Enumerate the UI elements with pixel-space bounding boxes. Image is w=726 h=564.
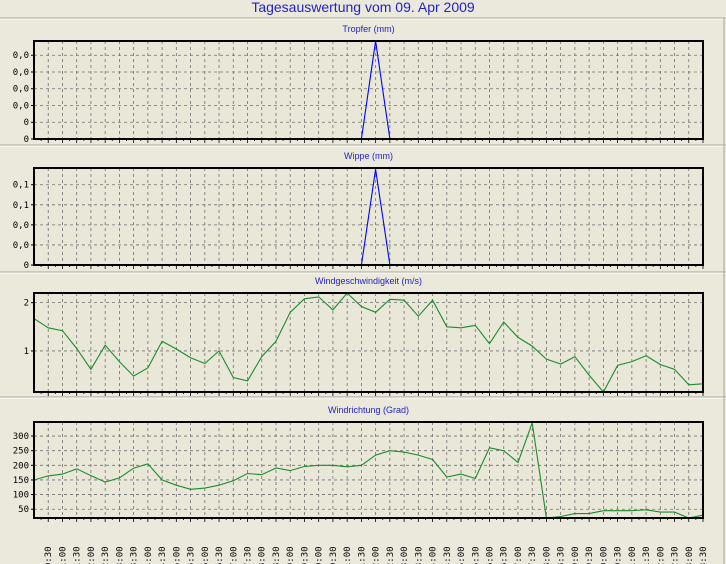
y-tick-label: 300 xyxy=(13,432,29,442)
x-tick-label: 09:30 xyxy=(300,546,310,564)
y-tick-label: 0 xyxy=(24,118,29,128)
x-tick-label: 06:00 xyxy=(201,546,211,564)
x-tick-label: 07:30 xyxy=(244,546,254,564)
x-tick-label: 14:30 xyxy=(443,546,453,564)
x-tick-label: 11:30 xyxy=(357,546,367,564)
y-tick-label: 0,1 xyxy=(13,201,29,211)
x-tick-label: 08:00 xyxy=(258,546,268,564)
x-tick-label: 15:30 xyxy=(471,546,481,564)
y-tick-label: 2 xyxy=(24,299,29,309)
chart-title: Windgeschwindigkeit (m/s) xyxy=(315,276,422,286)
chart-2: Wippe (mm) 0 0,0 0,0 0,1 0,1 xyxy=(13,151,704,271)
x-tick-label: 17:30 xyxy=(528,546,538,564)
chart-3: Windgeschwindigkeit (m/s) 1 2 xyxy=(24,276,704,396)
x-tick-label: 14:00 xyxy=(429,546,439,564)
y-tick-label: 0,0 xyxy=(13,51,29,61)
y-tick-label: 0,0 xyxy=(13,241,29,251)
plot-area xyxy=(34,293,703,392)
x-tick-label: 07:00 xyxy=(229,546,239,564)
plot-frame xyxy=(33,421,704,519)
x-tick-label: 12:30 xyxy=(386,546,396,564)
y-tick-label: 100 xyxy=(13,491,29,501)
x-tick-label: 13:00 xyxy=(400,546,410,564)
y-tick-label: 0,0 xyxy=(13,68,29,78)
y-tick-label: 1 xyxy=(24,347,29,357)
x-tick-label: 00:30 xyxy=(44,546,54,564)
x-tick-label: 19:30 xyxy=(585,546,595,564)
x-tick-label: 19:00 xyxy=(571,546,581,564)
y-tick-label: 150 xyxy=(13,476,29,486)
x-tick-label: 17:00 xyxy=(514,546,524,564)
x-tick-label: 11:00 xyxy=(343,546,353,564)
x-tick-label: 09:00 xyxy=(286,546,296,564)
data-line xyxy=(33,422,704,519)
y-tick-label: 0,0 xyxy=(13,221,29,231)
data-line xyxy=(33,292,704,393)
x-tick-label: 23:00 xyxy=(685,546,695,564)
y-tick-label: 200 xyxy=(13,461,29,471)
x-tick-label: 10:30 xyxy=(329,546,339,564)
chart-1: Tropfer (mm) 0 0 0,0 0,0 0,0 0,0 xyxy=(13,24,704,145)
x-tick-label: 22:30 xyxy=(671,546,681,564)
plot-frame xyxy=(33,167,704,266)
plot-frame xyxy=(33,40,704,140)
chart-title: Tropfer (mm) xyxy=(342,24,394,34)
y-tick-label: 250 xyxy=(13,447,29,457)
page-title: Tagesauswertung vom 09. Apr 2009 xyxy=(251,0,475,15)
x-tick-label: 06:30 xyxy=(215,546,225,564)
y-tick-label: 0,0 xyxy=(13,85,29,95)
x-tick-label: 22:00 xyxy=(656,546,666,564)
x-tick-label: 01:30 xyxy=(73,546,83,564)
y-tick-label: 0 xyxy=(24,261,29,271)
x-tick-label: 10:00 xyxy=(315,546,325,564)
x-tick-label: 20:30 xyxy=(614,546,624,564)
y-tick-label: 0 xyxy=(24,135,29,145)
x-tick-label: 04:30 xyxy=(158,546,168,564)
x-tick-label: 20:00 xyxy=(599,546,609,564)
x-tick-label: 12:00 xyxy=(372,546,382,564)
x-tick-label: 02:00 xyxy=(87,546,97,564)
x-tick-label: 18:00 xyxy=(542,546,552,564)
plot-frame xyxy=(33,292,704,393)
x-tick-label: 02:30 xyxy=(101,546,111,564)
x-tick-label: 08:30 xyxy=(272,546,282,564)
y-tick-label: 50 xyxy=(18,505,29,515)
x-tick-label: 13:30 xyxy=(414,546,424,564)
x-tick-label: 01:00 xyxy=(58,546,68,564)
x-tick-label: 03:00 xyxy=(115,546,125,564)
x-tick-label: 05:30 xyxy=(187,546,197,564)
x-tick-label: 21:30 xyxy=(642,546,652,564)
y-tick-label: 0,1 xyxy=(13,181,29,191)
chart-title: Windrichtung (Grad) xyxy=(328,405,409,415)
x-tick-label: 04:00 xyxy=(144,546,154,564)
x-tick-label: 16:00 xyxy=(485,546,495,564)
x-tick-label: 23:30 xyxy=(699,546,709,564)
plot-area xyxy=(34,422,703,518)
x-tick-label: 21:00 xyxy=(628,546,638,564)
x-tick-label: 15:00 xyxy=(457,546,467,564)
chart-title: Wippe (mm) xyxy=(344,151,393,161)
x-tick-label: 18:30 xyxy=(557,546,567,564)
x-tick-label: 03:30 xyxy=(130,546,140,564)
x-tick-label: 05:00 xyxy=(172,546,182,564)
chart-4: Windrichtung (Grad) 50 100 150 200 250 300 00:3… xyxy=(13,405,709,564)
y-tick-label: 0,0 xyxy=(13,101,29,111)
x-tick-label: 16:30 xyxy=(500,546,510,564)
